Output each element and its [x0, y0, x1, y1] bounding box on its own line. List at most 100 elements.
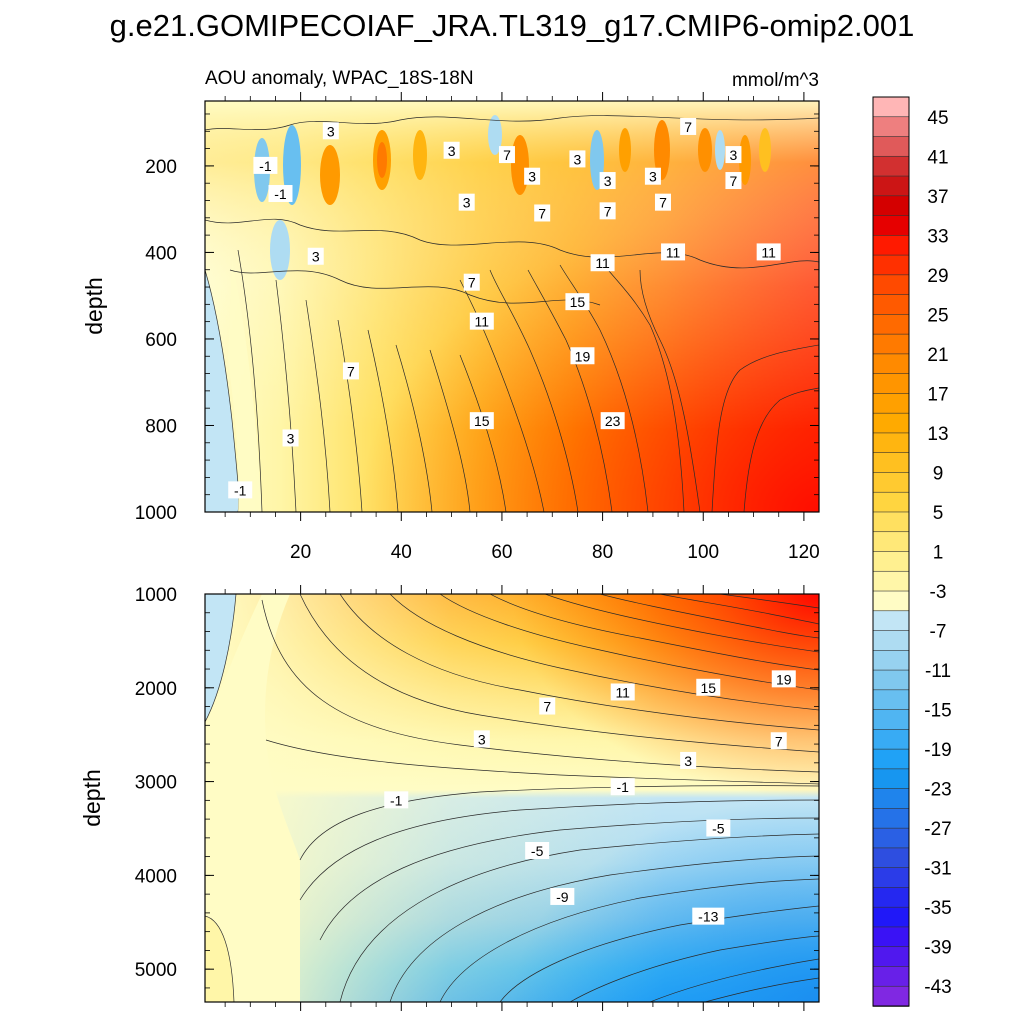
- colorbar-swatch: [872, 155, 910, 177]
- contour-label-bg: [696, 678, 721, 696]
- colorbar-swatch: [872, 175, 910, 197]
- contour-label: 11: [615, 684, 630, 700]
- contour-label-bg: [565, 293, 590, 311]
- upper-left-label: AOU anomaly, WPAC_18S-18N: [205, 68, 474, 89]
- x-tick-label: 40: [391, 542, 412, 563]
- colorbar-swatch: [872, 748, 910, 770]
- colorbar-swatch: [872, 768, 910, 790]
- contour-label-bg: [610, 683, 635, 701]
- contour-label: 11: [475, 314, 490, 330]
- contour-label-bg: [680, 117, 697, 135]
- contour-label: 3: [574, 151, 582, 167]
- lower-contour-labels: 11 15 19 7 3 7 3 -1 -1 -5 -5 -9 -13: [384, 670, 796, 925]
- contour-label: -1: [234, 482, 247, 498]
- contour-label: 19: [776, 671, 792, 687]
- colorbar-swatch: [872, 610, 910, 632]
- contour-label-bg: [599, 172, 616, 190]
- y-tick-label: 1000: [135, 503, 177, 524]
- contour-label-bg: [692, 907, 725, 925]
- colorbar-label: 41: [927, 147, 948, 168]
- colorbar-swatch: [872, 551, 910, 573]
- colorbar-swatch: [872, 729, 910, 750]
- colorbar-swatch: [872, 630, 910, 652]
- contour-label: 3: [604, 173, 612, 189]
- contour-label: 11: [666, 244, 681, 260]
- y-tick-label: 4000: [135, 866, 177, 887]
- contour-label-bg: [534, 204, 551, 222]
- y-tick-label: 200: [145, 157, 177, 178]
- colorbar-swatch: [872, 274, 910, 296]
- colorbar-label: -35: [924, 898, 951, 919]
- colorbar-swatch: [872, 235, 910, 256]
- colorbar-swatch: [872, 452, 910, 474]
- colorbar-swatch: [872, 966, 910, 988]
- colorbar-swatch: [872, 314, 910, 335]
- contour-label-bg: [599, 202, 616, 220]
- contour-label: 7: [684, 119, 692, 135]
- contour-label-bg: [725, 172, 742, 190]
- contour-label: 3: [528, 169, 536, 185]
- colorbar-swatch: [872, 788, 910, 810]
- contour-label-bg: [680, 751, 697, 769]
- contour-label: 7: [503, 147, 511, 163]
- y-tick-label: 600: [145, 330, 177, 351]
- contour-label-bg: [458, 193, 475, 211]
- colorbar-swatch: [872, 531, 910, 553]
- y-tick-label: 800: [145, 416, 177, 437]
- colorbar-swatch: [872, 491, 910, 513]
- upper-panel: AOU anomaly, WPAC_18S-18N mmol/m^3: [81, 68, 820, 563]
- x-tick-label: 80: [592, 542, 613, 563]
- colorbar-label: -3: [930, 582, 947, 603]
- contour-label: 7: [543, 699, 551, 715]
- upper-frame: [204, 100, 820, 513]
- contour-label-bg: [570, 347, 595, 365]
- colorbar-label: 21: [927, 345, 948, 366]
- colorbar-swatch: [872, 393, 910, 414]
- contour-label-bg: [228, 481, 253, 499]
- contour-label-bg: [525, 841, 550, 859]
- contour-label-bg: [342, 362, 359, 380]
- colorbar-swatch: [872, 808, 910, 829]
- colorbar-swatch: [872, 294, 910, 316]
- colorbar-label: -15: [924, 701, 951, 722]
- contour-label-bg: [524, 167, 541, 185]
- contour-label-bg: [550, 887, 575, 905]
- colorbar-swatch: [872, 906, 910, 928]
- colorbar-label: 37: [927, 187, 948, 208]
- contour-label-bg: [610, 778, 635, 796]
- contour-label-bg: [539, 697, 556, 715]
- y-tick-label: 3000: [135, 773, 177, 794]
- colorbar-swatch: [872, 412, 910, 434]
- colorbar-label: -43: [924, 977, 951, 998]
- contour-label: 3: [730, 147, 738, 163]
- contour-label: 15: [570, 294, 586, 310]
- colorbar-label: 45: [927, 108, 948, 129]
- colorbar-swatch: [872, 136, 910, 158]
- contour-label-bg: [253, 156, 278, 174]
- x-tick-label: 60: [491, 542, 512, 563]
- colorbar-swatch: [872, 353, 910, 375]
- contour-label-bg: [654, 193, 671, 211]
- contour-label: -1: [390, 792, 403, 808]
- colorbar-swatch: [872, 867, 910, 889]
- colorbar-label: 13: [927, 424, 948, 445]
- colorbar-swatch: [872, 215, 910, 237]
- contour-label-bg: [498, 146, 515, 164]
- colorbar-label: 5: [933, 503, 944, 524]
- colorbar-swatch: [872, 590, 910, 612]
- contour-label: 7: [468, 275, 476, 291]
- contour-label: 7: [775, 733, 783, 749]
- colorbar-label: -27: [924, 819, 951, 840]
- contour-label-bg: [473, 730, 490, 748]
- colorbar-swatch: [872, 570, 910, 592]
- contour-label: -1: [616, 779, 629, 795]
- contour-label: 7: [347, 363, 355, 379]
- colorbar-swatch: [872, 333, 910, 355]
- contour-label: 11: [761, 244, 776, 260]
- colorbar-label: -19: [924, 740, 951, 761]
- y-tick-label: 400: [145, 243, 177, 264]
- upper-right-label: mmol/m^3: [732, 70, 819, 91]
- colorbar-swatch: [872, 709, 910, 731]
- contour-label: 3: [448, 143, 456, 159]
